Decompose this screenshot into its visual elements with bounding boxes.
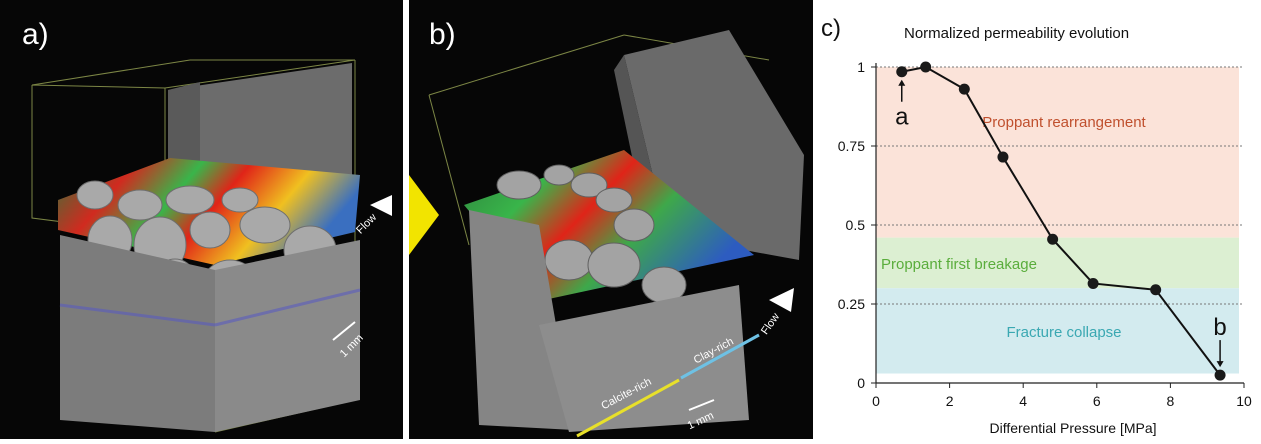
y-tick-label: 0.25 xyxy=(838,296,865,312)
data-point xyxy=(1087,277,1099,289)
x-tick-label: 8 xyxy=(1167,393,1175,409)
panel-b-letter: b) xyxy=(429,18,456,51)
x-tick-label: 2 xyxy=(946,393,954,409)
region-label-rearrangement: Proppant rearrangement xyxy=(982,114,1146,131)
data-point xyxy=(1214,369,1226,381)
panel-a-letter: a) xyxy=(22,18,49,51)
panel-a-3d-image: a) Flow 1 mm xyxy=(0,0,403,439)
transition-arrow-icon xyxy=(409,175,439,255)
panel-divider xyxy=(403,0,409,439)
annotation-label-b: b xyxy=(1213,314,1226,341)
y-tick-label: 0 xyxy=(857,375,865,391)
region-band-rearrangement xyxy=(876,67,1239,238)
annotation-label-a: a xyxy=(895,104,909,131)
x-tick-label: 6 xyxy=(1093,393,1101,409)
annotation-arrowhead-b xyxy=(1216,361,1224,368)
region-band-breakage xyxy=(876,237,1239,289)
data-point xyxy=(1047,233,1059,245)
series-line xyxy=(901,65,1221,376)
permeability-chart: c) Normalized permeability evolution Pro… xyxy=(821,15,1252,436)
region-band-collapse xyxy=(876,288,1239,374)
panel-b-rendering xyxy=(409,30,804,438)
y-tick-label: 0.75 xyxy=(838,138,865,154)
region-label-collapse: Fracture collapse xyxy=(1006,324,1121,341)
data-point xyxy=(958,83,970,95)
region-label-breakage: Proppant first breakage xyxy=(881,256,1037,273)
annotation-arrowhead-a xyxy=(898,79,906,86)
panel-c-chart: c) Normalized permeability evolution Pro… xyxy=(813,0,1261,439)
panel-b-3d-image: b) Flow 1 mm Calcite-rich Clay-rich xyxy=(409,0,813,439)
y-tick-label: 0.5 xyxy=(846,217,866,233)
data-point xyxy=(920,61,932,73)
y-tick-label: 1 xyxy=(857,59,865,75)
x-tick-label: 10 xyxy=(1236,393,1252,409)
panel-c-letter: c) xyxy=(821,15,841,42)
chart-title: Normalized permeability evolution xyxy=(904,25,1129,42)
x-tick-label: 0 xyxy=(872,393,880,409)
data-point xyxy=(1150,284,1162,296)
data-point xyxy=(896,66,908,78)
x-tick-label: 4 xyxy=(1019,393,1027,409)
data-point xyxy=(997,151,1009,163)
panel-a-rendering xyxy=(31,59,392,433)
x-axis-label: Differential Pressure [MPa] xyxy=(989,420,1156,436)
